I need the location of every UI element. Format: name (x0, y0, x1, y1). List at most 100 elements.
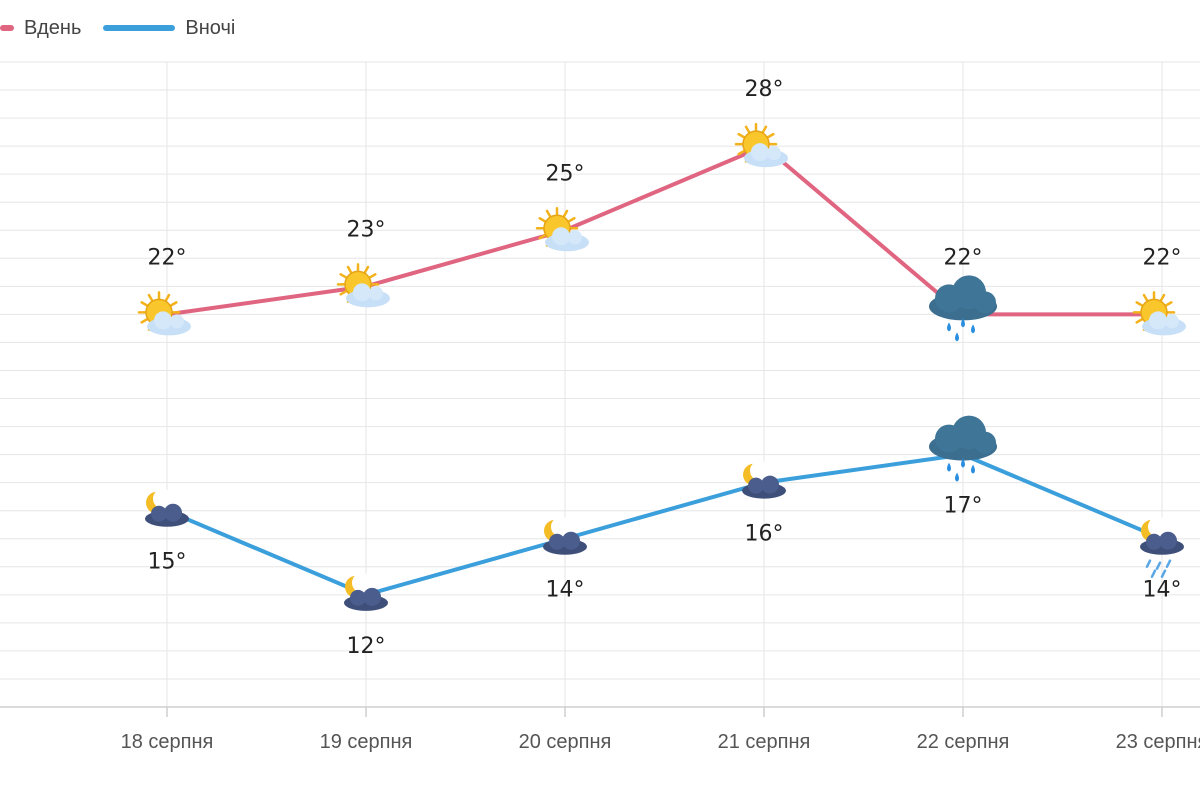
cloud-part (974, 431, 996, 454)
sun-ray (1135, 301, 1144, 308)
rain-drop (971, 464, 975, 474)
x-axis-ticks: 18 серпня 19 серпня 20 серпня 21 серпня 22 с… (121, 707, 1200, 753)
rain-drop (961, 458, 965, 468)
sun-ray (737, 132, 746, 139)
moon-cloud-icon (344, 572, 388, 611)
sun-ray (737, 149, 746, 156)
moon-cutout (1148, 516, 1168, 537)
legend-swatch-night (103, 25, 176, 31)
x-tick-label: 23 серпня (1116, 731, 1200, 753)
data-label: 22° (944, 245, 983, 270)
rain-drop (961, 318, 965, 328)
data-label: 23° (347, 217, 386, 242)
sun-ray (1135, 317, 1144, 324)
rain-drop (955, 472, 959, 482)
sun-ray (339, 273, 348, 280)
rain-drop (1160, 569, 1167, 578)
data-label: 25° (546, 161, 585, 186)
sun-ray (346, 265, 353, 275)
cloud-part (353, 283, 371, 302)
cloud-part (748, 477, 764, 494)
sun-ray (545, 209, 552, 219)
cloud-part (552, 227, 570, 246)
series-line-night (165, 452, 1164, 597)
moon-cutout (750, 460, 770, 481)
sun-ray (1159, 293, 1166, 303)
data-label: 17° (944, 494, 983, 519)
chart-legend: Вдень Вночі (0, 14, 257, 42)
sun-ray (140, 317, 149, 324)
cloud-part (154, 311, 172, 330)
moon-cutout (551, 516, 571, 537)
legend-swatch-day (0, 25, 14, 31)
legend-item-day[interactable]: Вдень (0, 17, 81, 40)
cloud-part (1159, 531, 1177, 550)
cloud-part (350, 589, 366, 606)
rain-drop (1150, 569, 1157, 578)
data-label: 14° (546, 578, 585, 603)
moon-cutout (352, 572, 372, 593)
x-tick-label: 19 серпня (320, 731, 413, 753)
cloud-part (1146, 533, 1162, 550)
data-label: 12° (347, 634, 386, 659)
data-label: 14° (1143, 578, 1182, 603)
data-label: 28° (745, 77, 784, 102)
sun-ray (1142, 293, 1149, 303)
sun-ray (567, 217, 576, 224)
sun-cloud-icon (535, 207, 589, 252)
sun-cloud-icon (734, 122, 788, 168)
sun-ray (562, 209, 569, 219)
moon-rain-icon (1140, 516, 1184, 578)
sun-ray (147, 293, 154, 303)
series-line-day (165, 144, 1164, 317)
legend-label-day: Вдень (24, 16, 82, 39)
chart-series (137, 122, 1186, 611)
moon-cloud-icon (742, 460, 786, 499)
cloud-part (1149, 311, 1167, 330)
cloud-part (363, 587, 381, 606)
data-label: 15° (148, 550, 187, 575)
sun-ray (538, 217, 547, 224)
sun-ray (140, 301, 149, 308)
cloud-part (170, 314, 184, 329)
cloud-part (751, 143, 769, 162)
legend-label-night: Вночі (185, 16, 236, 39)
rain-cloud-icon (929, 415, 997, 482)
sun-ray (744, 125, 751, 135)
sun-ray (164, 293, 171, 303)
x-tick-label: 22 серпня (917, 731, 1010, 753)
chart-grid (0, 61, 1200, 708)
sun-ray (169, 301, 178, 308)
cloud-part (767, 146, 781, 161)
sun-ray (766, 132, 775, 139)
moon-cloud-icon (145, 488, 189, 527)
rain-cloud-icon (929, 275, 997, 342)
data-label: 22° (148, 245, 187, 270)
cloud-part (974, 291, 996, 314)
rain-drop (1165, 559, 1172, 568)
moon-cutout (153, 488, 173, 509)
sun-ray (761, 125, 768, 135)
x-tick-label: 18 серпня (121, 731, 214, 753)
sun-ray (1164, 301, 1173, 308)
sun-cloud-icon (336, 263, 390, 308)
sun-cloud-icon (1132, 291, 1186, 336)
sun-ray (538, 233, 547, 240)
cloud-part (761, 475, 779, 494)
cloud-part (568, 230, 582, 245)
cloud-part (151, 505, 167, 522)
legend-item-night[interactable]: Вночі (103, 17, 235, 40)
cloud-part (164, 503, 182, 522)
x-tick-label: 20 серпня (519, 731, 612, 753)
rain-drop (955, 332, 959, 342)
cloud-part (1165, 314, 1179, 329)
rain-drop (1155, 561, 1162, 570)
rain-drop (947, 322, 951, 332)
cloud-part (549, 533, 565, 550)
sun-ray (368, 273, 377, 280)
rain-drop (947, 462, 951, 472)
rain-drop (1145, 559, 1152, 568)
data-label: 16° (745, 522, 784, 547)
sun-ray (363, 265, 370, 275)
